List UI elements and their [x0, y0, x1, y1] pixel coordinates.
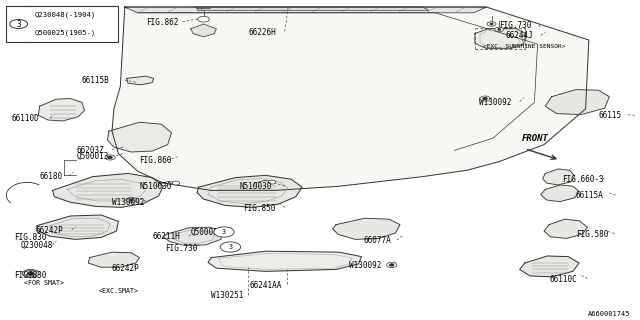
Polygon shape — [475, 28, 526, 49]
Circle shape — [220, 242, 241, 252]
Circle shape — [129, 199, 133, 201]
Circle shape — [198, 16, 209, 22]
Circle shape — [28, 272, 34, 275]
Text: FRONT: FRONT — [522, 134, 548, 143]
Text: 66110D: 66110D — [12, 114, 39, 123]
Text: 3: 3 — [222, 229, 226, 235]
Text: W130092: W130092 — [479, 98, 511, 107]
Text: Q230048: Q230048 — [20, 241, 53, 250]
Text: Q230048(-1904): Q230048(-1904) — [35, 12, 96, 19]
Polygon shape — [545, 90, 609, 115]
Text: 66244J: 66244J — [506, 31, 533, 40]
Text: FIG.850: FIG.850 — [243, 204, 276, 212]
Circle shape — [495, 27, 504, 32]
Polygon shape — [208, 251, 362, 271]
Text: 66242P: 66242P — [35, 226, 63, 235]
Polygon shape — [163, 227, 223, 246]
Text: 66115: 66115 — [598, 111, 621, 120]
Polygon shape — [52, 173, 163, 207]
Polygon shape — [112, 7, 589, 190]
Text: 66226H: 66226H — [248, 28, 276, 36]
Text: FIG.660-3: FIG.660-3 — [562, 175, 604, 184]
Text: N510030: N510030 — [140, 182, 172, 191]
Text: W130092: W130092 — [112, 198, 145, 207]
Circle shape — [22, 269, 39, 278]
Circle shape — [498, 29, 500, 30]
Polygon shape — [88, 252, 140, 267]
Circle shape — [487, 22, 496, 26]
Text: <FOR SMAT>: <FOR SMAT> — [24, 280, 64, 286]
Text: Q500013: Q500013 — [77, 152, 109, 161]
Polygon shape — [333, 218, 400, 239]
Polygon shape — [197, 175, 302, 207]
Polygon shape — [37, 215, 118, 239]
Text: 66241AA: 66241AA — [250, 281, 282, 290]
Circle shape — [172, 181, 180, 185]
Text: Q500025(1905-): Q500025(1905-) — [35, 29, 96, 36]
Polygon shape — [125, 7, 486, 13]
Text: 66180: 66180 — [40, 172, 63, 181]
Circle shape — [268, 180, 276, 184]
Text: FIG.860: FIG.860 — [140, 156, 172, 164]
Polygon shape — [38, 99, 84, 121]
Circle shape — [10, 20, 28, 28]
Bar — [6, 6, 118, 42]
Text: 3: 3 — [29, 271, 33, 276]
Text: FIG.830: FIG.830 — [14, 271, 47, 280]
Text: 3: 3 — [228, 244, 232, 250]
Text: 66115A: 66115A — [576, 191, 604, 200]
Polygon shape — [520, 256, 579, 277]
Polygon shape — [541, 185, 579, 202]
Text: FIG.730: FIG.730 — [499, 21, 532, 30]
Circle shape — [490, 23, 493, 25]
Text: FIG.862: FIG.862 — [146, 18, 179, 27]
Circle shape — [387, 262, 397, 268]
Circle shape — [214, 227, 234, 237]
Circle shape — [483, 98, 487, 100]
Polygon shape — [191, 24, 216, 37]
Text: Q500013: Q500013 — [191, 228, 223, 236]
Text: FIG.830: FIG.830 — [14, 233, 47, 242]
Circle shape — [108, 156, 112, 158]
Text: 66242P: 66242P — [112, 264, 140, 273]
Polygon shape — [544, 219, 588, 238]
Text: 3: 3 — [16, 20, 21, 28]
Polygon shape — [108, 122, 172, 152]
Text: W130092: W130092 — [349, 261, 381, 270]
Text: FIG.730: FIG.730 — [165, 244, 198, 253]
Text: 66203Z: 66203Z — [77, 146, 104, 155]
Text: <EXC. SUNSHINE SENSOR>: <EXC. SUNSHINE SENSOR> — [483, 44, 566, 49]
Text: 66110C: 66110C — [549, 275, 577, 284]
Text: 66077A: 66077A — [364, 236, 391, 245]
Polygon shape — [127, 76, 154, 85]
Circle shape — [480, 96, 490, 101]
Circle shape — [105, 155, 115, 160]
Circle shape — [390, 264, 394, 266]
Circle shape — [126, 197, 136, 203]
Text: A660001745: A660001745 — [588, 311, 630, 316]
Text: N510030: N510030 — [240, 182, 273, 191]
Text: 66211H: 66211H — [152, 232, 180, 241]
Circle shape — [24, 270, 37, 277]
Polygon shape — [543, 169, 575, 185]
Text: FIG.580: FIG.580 — [576, 230, 609, 239]
Text: W130251: W130251 — [211, 292, 244, 300]
Text: <EXC.SMAT>: <EXC.SMAT> — [99, 288, 140, 294]
Text: 66115B: 66115B — [82, 76, 109, 85]
